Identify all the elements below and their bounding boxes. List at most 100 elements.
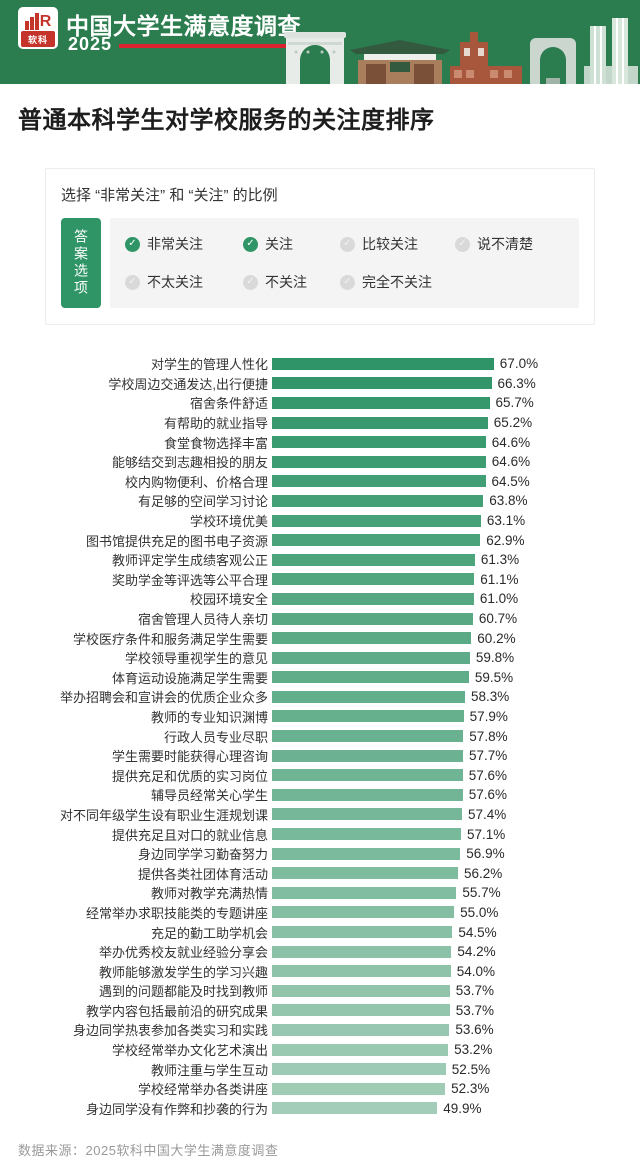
answer-option-label: 非常关注 <box>147 236 203 252</box>
bar <box>272 965 451 978</box>
bar <box>272 906 455 919</box>
bar-value: 57.4% <box>468 806 507 822</box>
answer-options-tab: 答案选项 <box>61 218 101 308</box>
campus-buildings-illustration <box>284 18 638 84</box>
bar <box>272 1063 446 1076</box>
chart-row: 提供各类社团体育活动 56.2% <box>18 863 622 883</box>
bar-label: 能够结交到志趣相投的朋友 <box>111 455 268 471</box>
bar <box>272 847 461 860</box>
bar <box>272 886 457 899</box>
answer-option-label: 关注 <box>265 236 293 252</box>
chart-row: 体育运动设施满足学生需要 59.5% <box>18 668 622 688</box>
bar-label: 学校经常举办文化艺术演出 <box>111 1043 268 1059</box>
metric-subtitle: 选择 “非常关注” 和 “关注” 的比例 <box>61 187 278 204</box>
bar <box>272 494 484 507</box>
bar <box>272 1082 446 1095</box>
answer-options-body: 答案选项 非常关注 关注 比较关注 说不清楚不太关注 不关注 完全不关注 <box>61 218 579 308</box>
bar <box>272 534 481 547</box>
chart-row: 学生需要时能获得心理咨询 57.7% <box>18 746 622 766</box>
bar-value: 63.8% <box>489 493 528 509</box>
bar-label: 学校经常举办各类讲座 <box>137 1082 268 1098</box>
arch-gate-icon <box>284 32 346 84</box>
bar <box>272 592 474 605</box>
survey-year: 2025 <box>68 34 113 54</box>
bar-value: 59.5% <box>474 669 514 685</box>
chart-row: 学校经常举办各类讲座 52.3% <box>18 1079 622 1099</box>
chart-row: 学校领导重视学生的意见 59.8% <box>18 648 622 668</box>
bar-value: 52.5% <box>451 1061 491 1077</box>
bar-value: 58.3% <box>471 689 510 705</box>
bar-label: 举办招聘会和宣讲会的优质企业众多 <box>59 690 268 706</box>
bar <box>272 867 458 880</box>
bar-label: 教学内容包括最前沿的研究成果 <box>85 1003 268 1019</box>
bar-label: 学校医疗条件和服务满足学生需要 <box>72 631 268 647</box>
bar <box>272 828 461 841</box>
bar <box>272 455 486 468</box>
chart-row: 校内购物便利、价格合理 64.5% <box>18 472 622 492</box>
chart-row: 行政人员专业尽职 57.8% <box>18 726 622 746</box>
unchecked-icon <box>125 274 140 290</box>
traditional-gate-icon <box>350 40 450 84</box>
bar-label: 教师注重与学生互动 <box>150 1062 268 1078</box>
bar-value: 57.6% <box>468 787 507 803</box>
bar <box>272 984 450 997</box>
answer-option-label: 完全不关注 <box>362 274 432 290</box>
answer-option: 非常关注 <box>125 233 243 255</box>
page-title: 普通本科学生对学校服务的关注度排序 <box>18 107 435 134</box>
bar-value: 66.3% <box>497 375 536 391</box>
chart-row: 奖助学金等评选等公平合理 61.1% <box>18 570 622 590</box>
chart-row: 食堂食物选择丰富 64.6% <box>18 432 622 452</box>
chart-row: 对不同年级学生设有职业生涯规划课 57.4% <box>18 805 622 825</box>
bar <box>272 357 494 370</box>
bar-value: 64.6% <box>491 454 531 470</box>
chart-row: 学校医疗条件和服务满足学生需要 60.2% <box>18 628 622 648</box>
bar <box>272 730 464 743</box>
bar-value: 54.0% <box>456 963 495 979</box>
bar <box>272 612 473 625</box>
chart-row: 有帮助的就业指导 65.2% <box>18 413 622 433</box>
chart-row: 身边同学热衷参加各类实习和实践 53.6% <box>18 1020 622 1040</box>
bar <box>272 651 470 664</box>
chart-row: 宿舍条件舒适 65.7% <box>18 393 622 413</box>
chart-row: 经常举办求职技能类的专题讲座 55.0% <box>18 903 622 923</box>
bar-value: 64.6% <box>491 434 531 450</box>
bar-value: 54.2% <box>457 944 496 960</box>
answer-option: 说不清楚 <box>455 233 579 255</box>
bar-value: 53.6% <box>455 1022 494 1038</box>
bar-label: 校园环境安全 <box>189 592 268 608</box>
bar-value: 56.9% <box>466 846 505 862</box>
unchecked-icon <box>455 236 470 252</box>
unchecked-icon <box>340 274 355 290</box>
bar-value: 65.2% <box>493 415 533 431</box>
bar <box>272 1004 450 1017</box>
bar-label: 教师评定学生成绩客观公正 <box>111 553 268 569</box>
chart-row: 提供充足和优质的实习岗位 57.6% <box>18 765 622 785</box>
bar-label: 宿舍管理人员待人亲切 <box>137 612 268 628</box>
bar-label: 教师能够激发学生的学习兴趣 <box>98 964 268 980</box>
red-brick-building-icon <box>450 32 522 84</box>
answer-option-label: 说不清楚 <box>477 236 533 252</box>
chart-row: 教师对教学充满热情 55.7% <box>18 883 622 903</box>
bar-chart: 对学生的管理人性化 67.0% 学校周边交通发达,出行便捷 66.3% 宿舍条件舒适 65… <box>18 354 622 1118</box>
checked-icon <box>243 236 258 252</box>
chart-row: 有足够的空间学习讨论 63.8% <box>18 491 622 511</box>
unchecked-icon <box>243 274 258 290</box>
bar-value: 61.3% <box>480 552 520 568</box>
chart-row: 学校环境优美 63.1% <box>18 511 622 531</box>
shanghairanking-logo: R 软科 <box>18 7 58 49</box>
bar <box>272 553 475 566</box>
answer-option: 不太关注 <box>125 271 243 293</box>
bar-label: 学校环境优美 <box>189 514 268 530</box>
bar-value: 53.2% <box>454 1042 493 1058</box>
bar <box>272 671 469 684</box>
bar <box>272 475 486 488</box>
bar-label: 宿舍条件舒适 <box>189 396 268 412</box>
answer-option: 比较关注 <box>340 233 455 255</box>
chart-row: 身边同学学习勤奋努力 56.9% <box>18 844 622 864</box>
bar <box>272 416 488 429</box>
unchecked-icon <box>340 236 355 252</box>
answer-options-card: 选择 “非常关注” 和 “关注” 的比例 答案选项 非常关注 关注 比较关注 说不清楚… <box>45 168 595 325</box>
checked-icon <box>125 236 140 252</box>
answer-option: 关注 <box>243 233 340 255</box>
bar-value: 57.7% <box>469 748 508 764</box>
